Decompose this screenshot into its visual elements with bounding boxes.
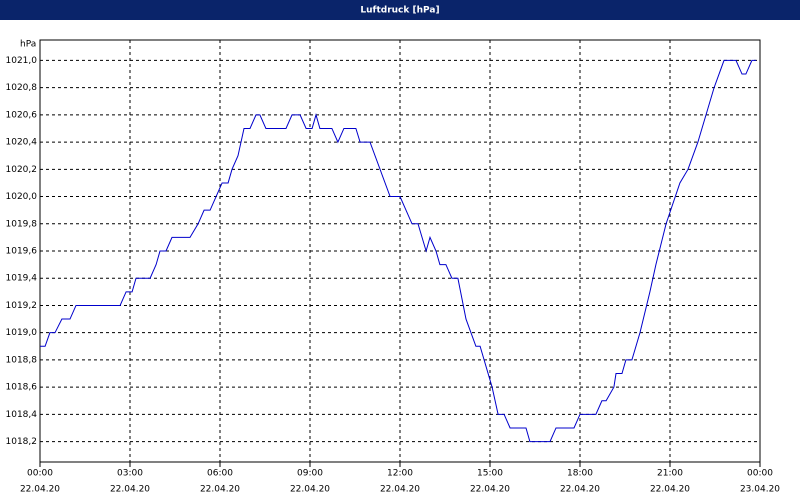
- x-tick-label: 12:00: [387, 469, 413, 479]
- x-tick-label: 00:00: [747, 469, 773, 479]
- x-tick-label: 00:00: [27, 469, 53, 479]
- x-tick-label: 23.04.20: [740, 485, 780, 495]
- y-tick-label: 1020,6: [6, 110, 38, 120]
- x-tick-label: 22.04.20: [20, 485, 60, 495]
- title-bar: [0, 0, 800, 20]
- x-tick-label: 03:00: [117, 469, 143, 479]
- x-tick-label: 06:00: [207, 469, 233, 479]
- x-tick-label: 22.04.20: [380, 485, 420, 495]
- x-tick-label: 22.04.20: [110, 485, 150, 495]
- y-tick-label: 1018,4: [6, 410, 38, 420]
- x-tick-label: 22.04.20: [560, 485, 600, 495]
- y-tick-label: 1020,2: [6, 165, 38, 175]
- y-tick-label: 1021,0: [6, 56, 38, 66]
- y-tick-label: 1019,6: [6, 247, 38, 257]
- x-tick-label: 22.04.20: [290, 485, 330, 495]
- y-tick-label: 1019,2: [6, 301, 38, 311]
- y-tick-label: 1019,4: [6, 274, 38, 284]
- x-tick-label: 22.04.20: [650, 485, 690, 495]
- x-tick-label: 09:00: [297, 469, 323, 479]
- y-tick-label: 1020,0: [6, 192, 38, 202]
- y-tick-label: 1019,8: [6, 219, 38, 229]
- plot-frame: [39, 39, 761, 463]
- x-tick-label: 15:00: [477, 469, 503, 479]
- chart-title: Luftdruck [hPa]: [360, 6, 439, 16]
- y-tick-label: 1020,8: [6, 83, 38, 93]
- y-tick-label: 1019,0: [6, 328, 38, 338]
- x-tick-label: 21:00: [657, 469, 683, 479]
- y-tick-label: 1018,6: [6, 383, 38, 393]
- y-axis-label: hPa: [20, 40, 36, 50]
- pressure-line: [40, 59, 757, 443]
- y-tick-label: 1018,2: [6, 437, 38, 447]
- x-tick-label: 22.04.20: [470, 485, 510, 495]
- y-tick-label: 1020,4: [6, 138, 38, 148]
- x-tick-label: 22.04.20: [200, 485, 240, 495]
- x-tick-label: 18:00: [567, 469, 593, 479]
- y-tick-label: 1018,8: [6, 355, 38, 365]
